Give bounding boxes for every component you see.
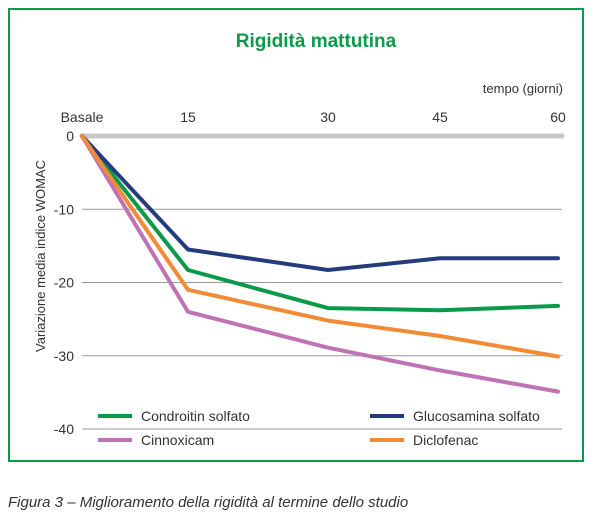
chart-panel: Rigidità mattutina tempo (giorni) Variaz… — [8, 8, 584, 462]
legend-label: Glucosamina solfato — [413, 408, 540, 424]
legend-label: Diclofenac — [413, 432, 478, 448]
series-line-cinnoxicam — [80, 134, 560, 394]
x-tick-labels: Basale 15 30 45 60 — [61, 109, 566, 125]
legend: Condroitin solfato Glucosamina solfato Cin… — [98, 408, 540, 448]
figure-caption: Figura 3 – Miglioramento della rigidità … — [8, 494, 409, 511]
y-tick-labels: 0 -10 -20 -30 -40 — [54, 128, 74, 437]
x-tick-label: 60 — [550, 109, 566, 125]
x-axis-label: tempo (giorni) — [483, 81, 563, 96]
legend-label: Condroitin solfato — [141, 408, 250, 424]
y-tick-label: 0 — [66, 128, 74, 144]
x-tick-label: Basale — [61, 109, 104, 125]
y-tick-label: -40 — [54, 421, 74, 437]
line-chart: Rigidità mattutina tempo (giorni) Variaz… — [33, 31, 566, 448]
y-tick-label: -10 — [54, 201, 74, 217]
series-line-condroitin-solfato — [80, 134, 560, 313]
x-tick-label: 30 — [320, 109, 336, 125]
y-tick-label: -20 — [54, 275, 74, 291]
grid-lines — [79, 133, 565, 430]
series-line-glucosamina-solfato — [80, 134, 560, 272]
legend-label: Cinnoxicam — [141, 432, 214, 448]
x-tick-label: 45 — [432, 109, 448, 125]
y-axis-label: Variazione media indice WOMAC — [33, 160, 48, 352]
chart-title: Rigidità mattutina — [236, 31, 397, 52]
series-lines — [80, 134, 560, 394]
series-line-diclofenac — [80, 134, 560, 359]
y-tick-label: -30 — [54, 348, 74, 364]
x-tick-label: 15 — [180, 109, 196, 125]
